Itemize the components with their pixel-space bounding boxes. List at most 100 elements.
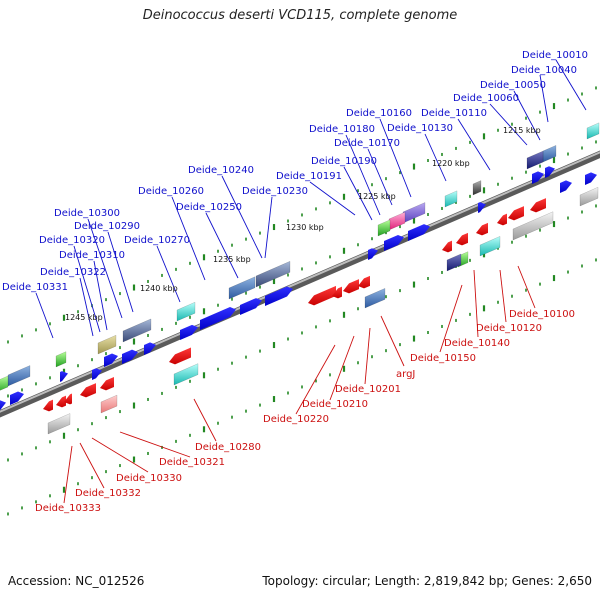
gene-label-deide-10330[interactable]: Deide_10330 — [116, 473, 182, 484]
label-callout-line — [517, 265, 536, 309]
gene-label-deide-10321[interactable]: Deide_10321 — [159, 457, 225, 468]
gene-label-deide-10201[interactable]: Deide_10201 — [335, 384, 401, 395]
gene-label-deide-10110[interactable]: Deide_10110 — [421, 108, 487, 119]
gene-label-deide-10170[interactable]: Deide_10170 — [334, 138, 400, 149]
forward-gene-arrow — [180, 324, 198, 340]
forward-gene-arrow — [122, 349, 138, 364]
gene-label-deide-10310[interactable]: Deide_10310 — [59, 250, 125, 261]
gene-label-deide-10333[interactable]: Deide_10333 — [35, 503, 101, 514]
gene-label-deide-10250[interactable]: Deide_10250 — [176, 202, 242, 213]
gene-label-deide-10150[interactable]: Deide_10150 — [410, 353, 476, 364]
gene-label-deide-10040[interactable]: Deide_10040 — [511, 65, 577, 76]
gene-block — [377, 219, 391, 237]
gene-label-deide-10180[interactable]: Deide_10180 — [309, 124, 375, 135]
reverse-gene-arrow — [442, 240, 452, 253]
gene-label-deide-10322[interactable]: Deide_10322 — [40, 267, 106, 278]
gene-label-deide-10260[interactable]: Deide_10260 — [138, 186, 204, 197]
gene-label-deide-10010[interactable]: Deide_10010 — [522, 50, 588, 61]
gene-label-deide-10100[interactable]: Deide_10100 — [509, 309, 575, 320]
forward-gene-arrow — [545, 166, 555, 178]
gene-label-deide-10210[interactable]: Deide_10210 — [302, 399, 368, 410]
reverse-gene-arrow — [358, 275, 370, 289]
gene-label-argj[interactable]: argJ — [396, 369, 415, 380]
gene-block — [228, 276, 256, 300]
gene-label-deide-10060[interactable]: Deide_10060 — [453, 93, 519, 104]
scale-label-1225: 1225 kbp — [358, 192, 396, 201]
forward-gene-arrow — [560, 180, 572, 193]
gene-label-deide-10120[interactable]: Deide_10120 — [476, 323, 542, 334]
gene-label-deide-10331[interactable]: Deide_10331 — [2, 282, 68, 293]
gene-label-deide-10290[interactable]: Deide_10290 — [74, 221, 140, 232]
scale-ticks — [7, 86, 597, 516]
gene-label-deide-10320[interactable]: Deide_10320 — [39, 235, 105, 246]
label-callout-line — [329, 335, 355, 401]
label-callout-line — [79, 442, 105, 489]
label-callout-line — [35, 292, 54, 339]
label-callout-line — [379, 118, 412, 198]
label-callout-line — [513, 90, 541, 141]
gene-block — [7, 365, 31, 387]
accession-text: Accession: NC_012526 — [8, 574, 145, 588]
forward-gene-arrow — [384, 234, 404, 251]
label-callout-line — [63, 445, 73, 504]
genome-summary-text: Topology: circular; Length: 2,819,842 bp… — [262, 574, 592, 588]
label-callout-line — [309, 181, 356, 216]
gene-label-deide-10240[interactable]: Deide_10240 — [188, 165, 254, 176]
gene-block — [55, 351, 67, 368]
scale-label-1240: 1240 kbp — [140, 284, 178, 293]
label-callout-line — [91, 437, 149, 473]
label-callout-line — [156, 245, 181, 303]
label-callout-line — [343, 166, 373, 221]
gene-label-deide-10270[interactable]: Deide_10270 — [124, 235, 190, 246]
reverse-gene-arrow — [80, 383, 96, 398]
gene-block — [47, 413, 71, 435]
label-callout-line — [107, 231, 134, 313]
reverse-gene-arrow — [56, 395, 66, 408]
gene-block — [472, 180, 482, 196]
gene-label-deide-10230[interactable]: Deide_10230 — [242, 186, 308, 197]
gene-label-deide-10280[interactable]: Deide_10280 — [195, 442, 261, 453]
label-callout-line — [295, 344, 336, 415]
scale-label-1215: 1215 kbp — [503, 126, 541, 135]
forward-gene-arrow — [92, 368, 102, 380]
gene-block — [526, 150, 544, 170]
label-callout-line — [345, 134, 381, 216]
label-callout-line — [205, 212, 239, 279]
gene-label-deide-10160[interactable]: Deide_10160 — [346, 108, 412, 119]
reverse-gene-arrow — [100, 376, 114, 391]
label-callout-line — [171, 196, 206, 281]
gene-block — [388, 211, 406, 231]
gene-label-deide-10220[interactable]: Deide_10220 — [263, 414, 329, 425]
scale-label-1245: 1245 kbp — [65, 313, 103, 322]
label-callout-line — [499, 269, 507, 323]
gene-block — [446, 253, 462, 272]
forward-gene-arrow — [0, 400, 6, 411]
gene-block — [512, 211, 554, 241]
gene-block — [255, 260, 291, 288]
label-callout-line — [367, 148, 393, 206]
reverse-gene-arrow — [508, 206, 524, 221]
forward-gene-arrow — [532, 171, 544, 184]
gene-block — [579, 186, 599, 207]
gene-label-deide-10140[interactable]: Deide_10140 — [444, 338, 510, 349]
label-callout-line — [380, 315, 405, 367]
forward-gene-labels: Deide_10010 Deide_10040 Deide_10050 Deid… — [2, 50, 588, 293]
reverse-gene-arrow — [308, 285, 336, 306]
gene-label-deide-10130[interactable]: Deide_10130 — [387, 123, 453, 134]
gene-label-deide-10332[interactable]: Deide_10332 — [75, 488, 141, 499]
gene-label-deide-10050[interactable]: Deide_10050 — [480, 80, 546, 91]
scale-label-1235: 1235 kbp — [213, 255, 251, 264]
gene-block — [100, 394, 118, 414]
forward-gene-arrow — [265, 286, 293, 306]
gene-label-deide-10190[interactable]: Deide_10190 — [311, 156, 377, 167]
gene-label-deide-10300[interactable]: Deide_10300 — [54, 208, 120, 219]
label-callout-line — [193, 398, 217, 442]
forward-gene-arrow — [200, 307, 236, 330]
label-callouts — [35, 59, 587, 504]
forward-gene-arrow — [585, 172, 597, 185]
gene-block — [586, 122, 600, 140]
gene-label-deide-10191[interactable]: Deide_10191 — [276, 171, 342, 182]
forward-gene-arrow — [408, 224, 430, 241]
label-callout-line — [119, 431, 191, 458]
